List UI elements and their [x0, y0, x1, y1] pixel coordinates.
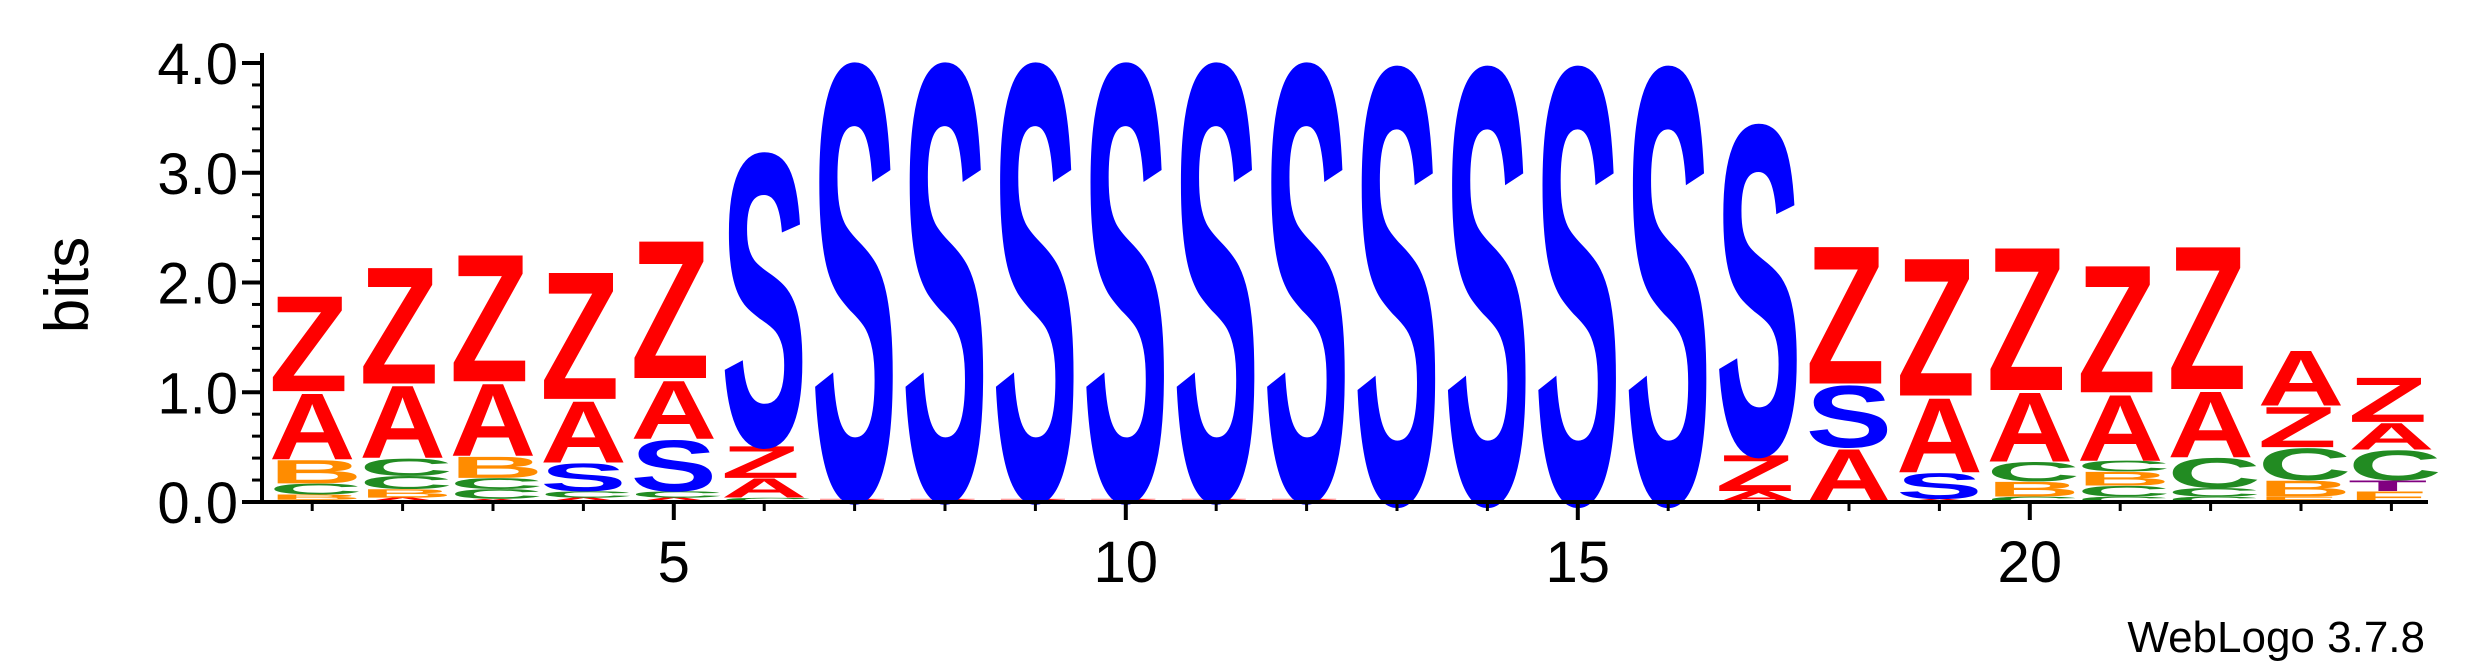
- glyph-a-pos-1-4: A: [269, 373, 355, 479]
- glyph-z-pos-20-4: Z: [1987, 205, 2066, 435]
- y-tick-label: 4.0: [157, 32, 238, 97]
- glyph-z-pos-18-2: Z: [1806, 205, 1885, 426]
- glyph-s-pos-15-0: S: [1535, 0, 1621, 635]
- glyph-b-pos-23-1: B: [2258, 476, 2352, 502]
- glyph-z-pos-19-3: Z: [1896, 217, 1975, 438]
- glyph-s-pos-14-0: S: [1444, 0, 1530, 635]
- glyph-c-pos-4-1: C: [540, 489, 634, 499]
- y-tick-label: 1.0: [157, 361, 238, 426]
- glyph-c-pos-3-1: C: [450, 486, 544, 501]
- y-tick-label: 0.0: [157, 471, 238, 536]
- glyph-z-pos-22-4: Z: [2167, 203, 2246, 433]
- glyph-s-pos-10-1: S: [1083, 0, 1169, 632]
- glyph-z-pos-2-5: Z: [359, 231, 438, 419]
- glyph-t-pos-24-1: T: [2348, 477, 2427, 494]
- glyph-z-pos-6-2: Z: [721, 436, 800, 487]
- x-tick-label: 10: [1094, 530, 1159, 595]
- y-axis-label: bits: [33, 237, 102, 333]
- glyph-s-pos-16-0: S: [1625, 0, 1711, 635]
- glyph-z-pos-1-5: Z: [269, 268, 348, 421]
- glyph-s-pos-17-2: S: [1715, 27, 1801, 555]
- glyph-b-pos-2-1: B: [359, 487, 453, 501]
- glyph-s-pos-19-1: S: [1896, 466, 1982, 507]
- y-tick-label: 3.0: [157, 142, 238, 207]
- glyph-c-pos-6-0: C: [721, 497, 815, 504]
- glyph-s-pos-8-1: S: [902, 0, 988, 632]
- glyph-c-pos-22-0: C: [2167, 495, 2261, 503]
- glyph-b-pos-20-1: B: [1987, 477, 2081, 501]
- weblogo-credit: WebLogo 3.7.8: [2127, 613, 2425, 662]
- glyph-a-pos-2-0: A: [359, 496, 445, 503]
- glyph-a-pos-22-3: A: [2167, 371, 2253, 477]
- glyph-s-pos-7-1: S: [811, 0, 897, 632]
- glyph-s-pos-4-2: S: [540, 455, 626, 499]
- glyph-c-pos-3-2: C: [450, 475, 544, 492]
- glyph-a-pos-20-3: A: [1987, 373, 2073, 483]
- glyph-s-pos-6-3: S: [721, 65, 807, 534]
- glyph-a-pos-2-4: A: [359, 365, 445, 481]
- glyph-z-pos-23-3: Z: [2258, 395, 2337, 460]
- glyph-a-pos-4-3: A: [540, 383, 626, 481]
- glyph-c-pos-21-3: C: [2077, 458, 2171, 475]
- glyph-z-pos-4-4: Z: [540, 234, 619, 438]
- glyph-c-pos-2-3: C: [359, 454, 453, 481]
- glyph-b-pos-21-2: B: [2077, 468, 2171, 490]
- glyph-c-pos-5-1: C: [631, 489, 725, 499]
- glyph-a-pos-23-4: A: [2258, 334, 2344, 423]
- glyph-a-pos-24-3: A: [2348, 415, 2434, 457]
- glyph-s-pos-11-1: S: [1173, 0, 1259, 632]
- glyph-z-pos-24-4: Z: [2348, 364, 2427, 435]
- x-tick-label: 20: [1998, 530, 2063, 595]
- glyph-z-pos-17-1: Z: [1715, 444, 1794, 502]
- glyph-c-pos-23-2: C: [2258, 439, 2352, 490]
- glyph-z-pos-21-5: Z: [2077, 227, 2156, 431]
- glyph-c-pos-22-1: C: [2167, 486, 2261, 500]
- glyph-c-pos-24-2: C: [2348, 442, 2442, 489]
- glyph-a-pos-3-4: A: [450, 362, 536, 478]
- glyph-a-pos-21-4: A: [2077, 374, 2163, 480]
- glyph-c-pos-2-2: C: [359, 472, 453, 493]
- glyph-a-pos-5-0: A: [631, 496, 717, 503]
- glyph-c-pos-20-0: C: [1987, 495, 2081, 503]
- glyph-b-pos-3-3: B: [450, 450, 544, 484]
- glyph-a-pos-6-1: A: [721, 473, 807, 504]
- glyph-b-pos-1-1: B: [269, 493, 363, 501]
- glyph-c-pos-22-2: C: [2167, 450, 2261, 497]
- glyph-a-pos-19-2: A: [1896, 376, 1982, 496]
- logo-stacks: ABCBAZABCCAZACCBAZACSAZACSAZCAZSZSZSZSZS…: [269, 0, 2442, 635]
- glyph-s-pos-13-0: S: [1354, 0, 1440, 635]
- glyph-c-pos-21-1: C: [2077, 483, 2171, 500]
- glyph-z-pos-3-5: Z: [450, 216, 529, 420]
- x-tick-label: 5: [658, 530, 690, 595]
- glyph-s-pos-12-1: S: [1263, 0, 1349, 632]
- glyph-b-pos-1-3: B: [269, 453, 363, 491]
- axes: 0.0 1.0 2.0 3.0 4.0 5 10 15 20: [157, 32, 2428, 595]
- glyph-z-pos-5-4: Z: [631, 199, 710, 420]
- glyph-f-pos-23-0: F: [2258, 495, 2337, 503]
- glyph-a-pos-4-0: A: [540, 496, 626, 503]
- glyph-c-pos-20-2: C: [1987, 456, 2081, 487]
- glyph-s-pos-9-1: S: [992, 0, 1078, 632]
- glyph-c-pos-21-0: C: [2077, 495, 2171, 503]
- glyph-s-pos-5-2: S: [631, 426, 717, 507]
- glyph-c-pos-1-2: C: [269, 481, 363, 498]
- y-tick-label: 2.0: [157, 252, 238, 317]
- x-tick-label: 15: [1546, 530, 1611, 595]
- glyph-a-pos-5-3: A: [631, 362, 717, 456]
- glyph-s-pos-18-1: S: [1806, 368, 1892, 466]
